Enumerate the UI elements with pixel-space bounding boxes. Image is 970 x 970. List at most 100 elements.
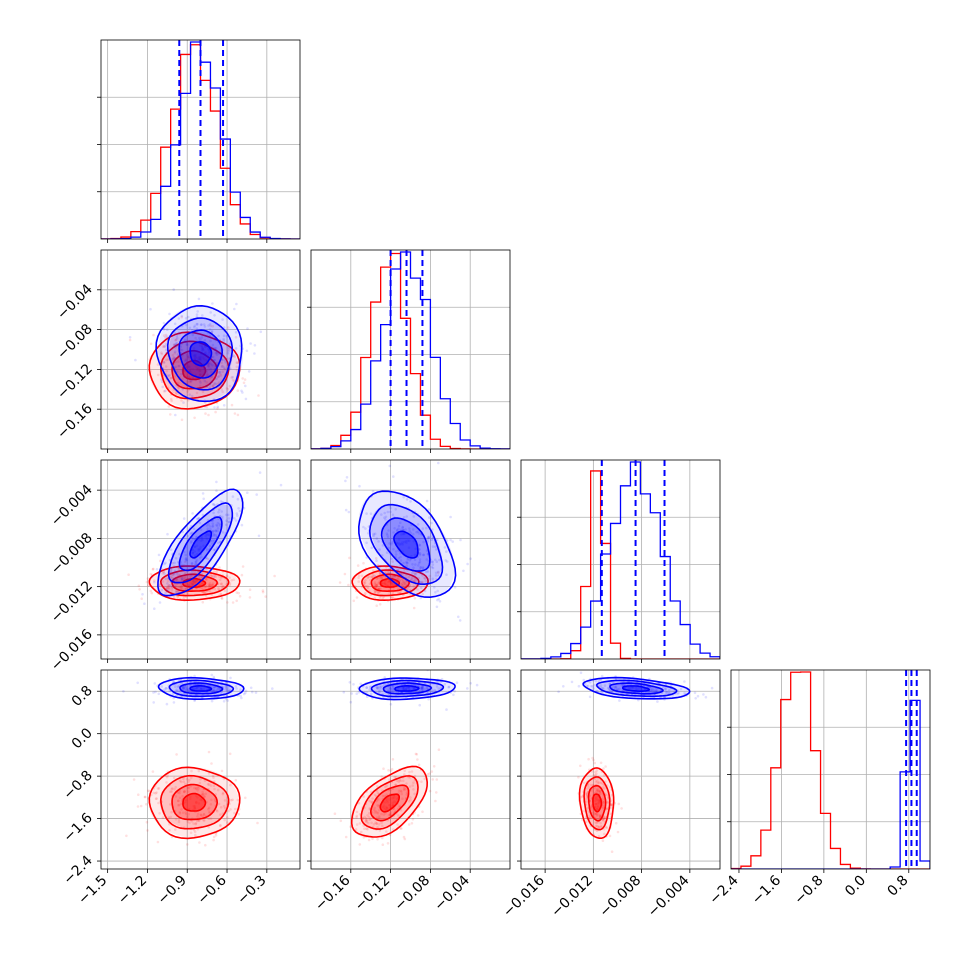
contour-blue	[595, 679, 678, 698]
density-red	[592, 793, 602, 812]
scatter-frame	[310, 669, 511, 870]
contour-red	[171, 573, 219, 593]
density-red	[171, 351, 217, 390]
density-blue	[582, 678, 689, 700]
contour-red	[182, 792, 207, 812]
contour-blue	[189, 685, 213, 692]
scatter-frame	[310, 459, 511, 660]
y-tick-label: −0.016	[48, 626, 96, 674]
x-tick-label: 0.0	[842, 873, 869, 900]
contour-red	[159, 774, 230, 830]
x-tick-label: −0.008	[596, 873, 644, 921]
density-red	[380, 793, 399, 812]
density-blue	[189, 531, 212, 558]
contour-red	[360, 775, 419, 830]
scatter-panel-2-0	[100, 459, 301, 660]
density-blue	[382, 683, 431, 694]
hist-blue-series	[521, 461, 720, 659]
x-tick-label: −0.3	[234, 873, 269, 908]
y-tick-label: −1.6	[60, 810, 95, 845]
contour-blue	[370, 679, 445, 698]
hist-panel-1	[307, 249, 511, 450]
x-tick-label: −0.12	[352, 873, 394, 915]
x-tick-label: −2.4	[706, 872, 741, 907]
y-tick-label: −0.16	[54, 401, 96, 443]
contour-blue	[357, 490, 457, 599]
y-tick-label: −0.12	[54, 361, 96, 403]
contour-blue	[155, 304, 243, 403]
y-tick-label: −0.8	[60, 768, 95, 803]
contour-red	[361, 569, 420, 597]
contour-blue	[358, 677, 456, 701]
x-tick-label: −0.9	[155, 873, 190, 908]
y-tick-label: 0.0	[69, 725, 96, 752]
y-tick-label: 0.8	[69, 683, 96, 710]
density-red	[171, 785, 217, 821]
contour-red	[148, 331, 241, 410]
density-red	[380, 578, 400, 588]
contour-red	[171, 349, 219, 390]
contour-red	[379, 577, 401, 588]
contour-red	[370, 573, 411, 593]
contour-red	[350, 765, 429, 838]
density-red	[370, 785, 409, 821]
contour-blue	[394, 685, 420, 692]
contour-blue	[178, 329, 224, 379]
contour-blue	[621, 685, 651, 692]
scatter-panel-1-0	[100, 249, 301, 450]
density-red	[370, 574, 409, 592]
y-tick-label: −0.004	[48, 482, 96, 530]
contour-blue	[167, 502, 234, 584]
y-tick-label: −0.012	[48, 578, 96, 626]
x-tick-label: −0.012	[548, 873, 596, 921]
density-blue	[189, 341, 212, 366]
density-blue	[179, 329, 222, 378]
x-tick-label: −1.6	[749, 872, 784, 907]
density-blue	[358, 491, 455, 598]
contour-red	[592, 793, 603, 813]
contour-blue	[609, 682, 664, 695]
density-red	[182, 793, 206, 812]
contour-red	[379, 793, 400, 813]
hist-frame	[730, 669, 931, 870]
hist-panel-0	[97, 39, 301, 240]
density-red	[361, 776, 418, 829]
scatter-frame	[100, 459, 301, 660]
x-tick-label: −0.6	[195, 872, 230, 907]
contour-blue	[189, 341, 213, 367]
density-blue	[158, 491, 243, 598]
x-tick-label: −0.8	[791, 873, 826, 908]
contour-blue	[157, 488, 244, 597]
hist-frame	[310, 249, 511, 450]
contour-blue	[168, 679, 235, 698]
hist-panel-3	[727, 669, 931, 870]
hist-panel-2	[517, 459, 721, 660]
density-blue	[179, 683, 222, 694]
x-tick-label: −0.04	[431, 872, 473, 914]
contour-blue	[582, 676, 691, 700]
y-tick-label: −0.04	[54, 281, 96, 323]
contour-blue	[178, 516, 223, 572]
contour-red	[587, 784, 607, 822]
hist-frame	[520, 459, 721, 660]
scatter-panel-3-1	[310, 669, 511, 870]
contour-blue	[382, 682, 433, 695]
x-tick-label: 0.8	[885, 873, 912, 900]
x-tick-label: −0.004	[645, 872, 693, 920]
hist-blue-series	[311, 251, 510, 449]
x-tick-label: −0.08	[392, 873, 434, 915]
scatter-frame	[520, 669, 721, 870]
contour-blue	[380, 517, 431, 572]
y-tick-label: −0.008	[48, 530, 96, 578]
density-red	[588, 785, 606, 821]
x-tick-label: −1.2	[115, 873, 150, 908]
hist-frame	[100, 39, 301, 240]
scatter-frame	[100, 249, 301, 450]
contour-red	[171, 783, 219, 821]
y-tick-label: −0.08	[54, 321, 96, 363]
contour-red	[583, 776, 611, 831]
density-red	[351, 767, 428, 838]
contour-red	[369, 784, 410, 822]
contour-blue	[179, 682, 224, 695]
